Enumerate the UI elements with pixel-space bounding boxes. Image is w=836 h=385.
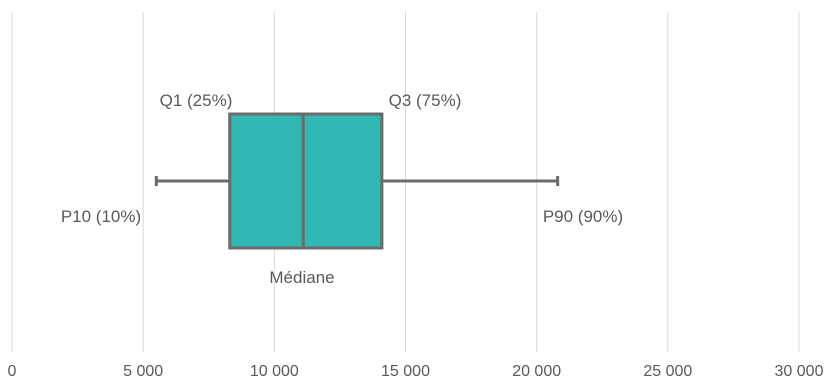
x-tick-label: 20 000 [512,363,561,380]
q3-label: Q3 (75%) [389,91,462,110]
q1-label: Q1 (25%) [160,91,233,110]
x-tick-label: 0 [8,363,17,380]
x-axis-tick-labels: 0 5 000 10 000 15 000 20 000 25 000 30 000 [8,363,824,380]
p90-label: P90 (90%) [543,207,623,226]
x-tick-label: 5 000 [123,363,163,380]
box-layer [154,112,560,250]
iqr-box [228,112,384,250]
x-tick-label: 15 000 [381,363,430,380]
p10-label: P10 (10%) [61,207,141,226]
x-tick-label: 30 000 [775,363,824,380]
x-tick-label: 10 000 [250,363,299,380]
x-tick-label: 25 000 [643,363,692,380]
median-label: Médiane [269,268,334,287]
label-layer: Q1 (25%) Q3 (75%) P10 (10%) P90 (90%) Médian… [61,91,623,287]
